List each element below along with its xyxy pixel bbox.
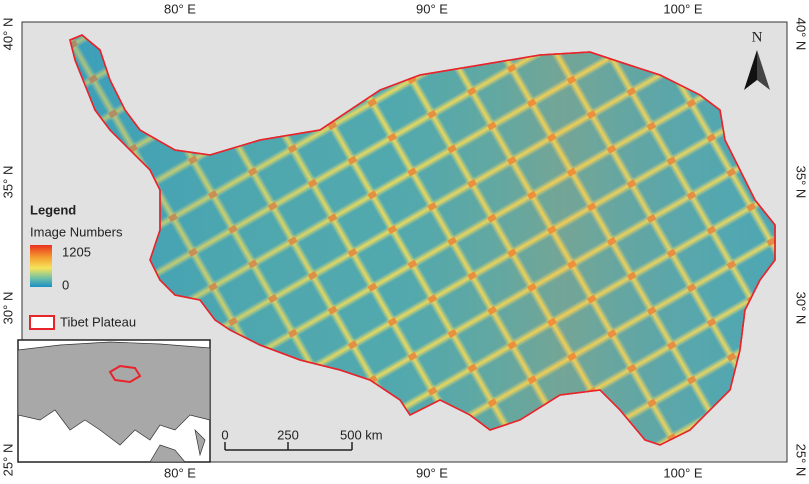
longitude-label: 100° E xyxy=(663,465,703,480)
image-density-overlay xyxy=(69,34,776,446)
latitude-label: 25° N xyxy=(794,444,809,477)
scale-label: 0 xyxy=(221,427,228,442)
scale-label: 500 km xyxy=(340,427,383,442)
north-label: N xyxy=(752,29,763,45)
longitude-label: 100° E xyxy=(663,1,703,16)
inset-map xyxy=(17,339,211,463)
latitude-label: 35° N xyxy=(794,166,809,199)
color-ramp xyxy=(30,245,52,287)
latitude-label: 25° N xyxy=(0,444,15,477)
longitude-label: 80° E xyxy=(164,465,196,480)
latitude-label: 35° N xyxy=(0,166,15,199)
latitude-label: 40° N xyxy=(0,18,15,51)
latitude-label: 30° N xyxy=(794,292,809,325)
legend-min: 0 xyxy=(62,277,69,292)
plateau-swatch xyxy=(29,315,55,330)
legend-field: Image Numbers xyxy=(30,224,123,239)
longitude-label: 80° E xyxy=(164,1,196,16)
legend-title: Legend xyxy=(30,202,76,217)
longitude-label: 90° E xyxy=(416,465,448,480)
longitude-label: 90° E xyxy=(416,1,448,16)
latitude-label: 30° N xyxy=(0,292,15,325)
legend: Legend Image Numbers 1205 0 Tibet Platea… xyxy=(29,202,136,330)
north-arrow xyxy=(757,50,770,90)
legend-layer: Tibet Plateau xyxy=(60,314,136,329)
scale-label: 250 xyxy=(277,427,299,442)
legend-max: 1205 xyxy=(62,244,91,259)
scale-bar xyxy=(224,442,353,451)
north-arrow xyxy=(744,50,757,90)
latitude-label: 40° N xyxy=(794,18,809,51)
